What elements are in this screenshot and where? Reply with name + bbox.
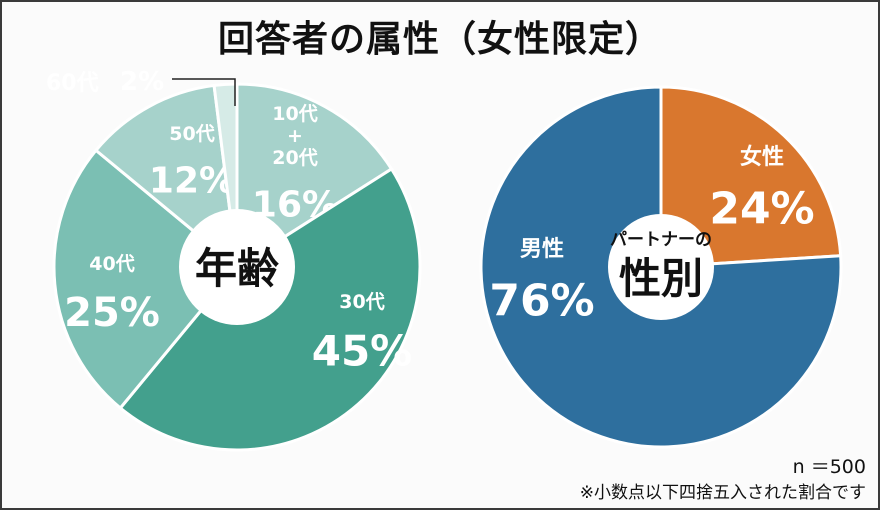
center-subtitle: パートナーの: [610, 230, 712, 250]
slice-label: 30代: [339, 291, 384, 313]
rounding-note: ※小数点以下四捨五入された割合です: [579, 483, 866, 503]
slice-value-label: 12%: [149, 161, 235, 202]
donut-center: [179, 209, 295, 325]
slice-label: 10代: [272, 103, 317, 125]
slice-label: 40代: [89, 253, 134, 275]
pie-slice: [52, 148, 240, 411]
donut-center: [608, 214, 714, 320]
slice-label: 60代: [46, 71, 99, 96]
pie-slice: [479, 85, 843, 449]
slice-label: +: [287, 125, 303, 147]
pie-slice: [659, 85, 843, 269]
slice-value-label: 24%: [709, 183, 814, 234]
leader-line: [172, 78, 236, 106]
center-label: 性別: [619, 254, 703, 303]
slice-label: 20代: [272, 147, 317, 169]
sample-size-note: n ＝500: [792, 456, 866, 478]
slice-label: 50代: [169, 123, 214, 145]
center-label: 年齢: [195, 244, 279, 293]
pie-slice: [235, 82, 394, 270]
slice-value-label: 25%: [64, 290, 160, 336]
slice-value-label: 2%: [120, 67, 164, 97]
slice-label: 男性: [520, 237, 564, 262]
slice-value-label: 45%: [312, 327, 413, 376]
slice-value-label: 76%: [489, 275, 594, 326]
chart-title: 回答者の属性（女性限定）: [217, 19, 662, 60]
slice-label: 女性: [740, 144, 784, 170]
